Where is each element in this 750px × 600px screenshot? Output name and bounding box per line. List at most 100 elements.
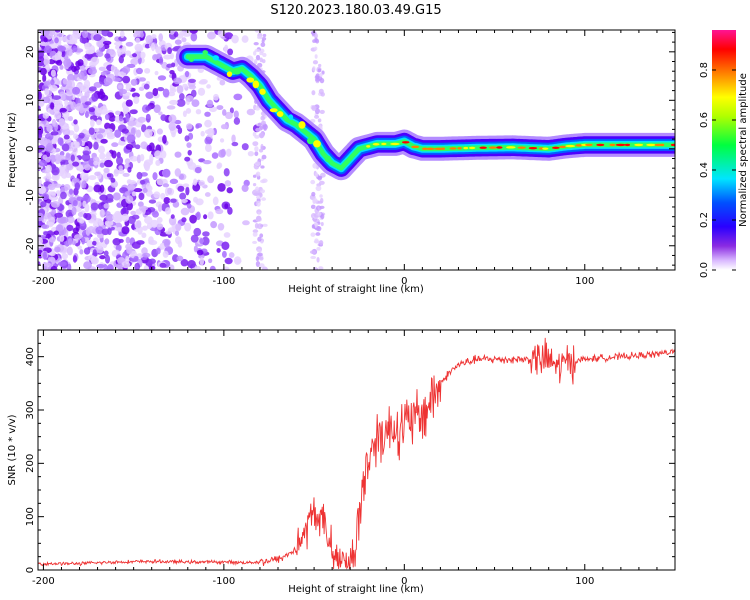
noise-point	[138, 86, 145, 92]
noise-point	[54, 37, 59, 44]
noise-point	[219, 138, 225, 143]
noise-point	[260, 115, 266, 121]
noise-point	[77, 200, 82, 208]
noise-point	[72, 146, 78, 155]
noise-point	[101, 30, 110, 37]
noise-point	[170, 198, 177, 203]
noise-point	[172, 254, 179, 262]
noise-point	[149, 154, 154, 163]
noise-point	[77, 164, 84, 170]
noise-point	[145, 105, 152, 111]
noise-point	[255, 215, 262, 222]
noise-point	[73, 133, 79, 140]
noise-point	[148, 199, 157, 204]
noise-point	[261, 266, 268, 270]
ridge-hotspot	[381, 142, 387, 146]
noise-point	[100, 138, 108, 144]
noise-point	[87, 225, 95, 234]
noise-point	[70, 140, 79, 149]
noise-point	[38, 105, 41, 111]
noise-point	[316, 226, 322, 232]
noise-point	[223, 168, 230, 177]
noise-point	[135, 67, 143, 75]
noise-point	[129, 109, 138, 115]
noise-point	[87, 30, 97, 35]
noise-point	[95, 226, 104, 235]
noise-point	[104, 159, 113, 168]
noise-point	[157, 204, 163, 212]
ridge-hotspot	[646, 143, 656, 147]
noise-point	[116, 262, 123, 270]
ridge-blob	[188, 57, 195, 62]
spectrogram-y-tick-label: -20	[25, 238, 36, 254]
noise-point	[59, 235, 65, 242]
noise-point	[93, 141, 99, 150]
noise-point	[104, 211, 111, 216]
noise-point	[71, 206, 77, 216]
noise-point	[318, 175, 323, 179]
noise-point	[217, 223, 225, 231]
ridge-blob	[212, 55, 219, 61]
noise-point	[314, 108, 320, 115]
noise-point	[103, 167, 110, 173]
noise-point	[212, 196, 219, 206]
noise-point	[120, 88, 128, 95]
noise-point	[88, 86, 97, 92]
noise-point	[58, 33, 63, 38]
colorbar-ticks: 0.0 0.2 0.4 0.6 0.8	[699, 62, 736, 278]
noise-point	[222, 109, 227, 116]
ridge-hotspot	[366, 145, 371, 148]
noise-point	[197, 87, 206, 96]
noise-point	[202, 231, 210, 237]
noise-point	[169, 99, 178, 105]
noise-point	[86, 240, 94, 248]
noise-point	[110, 64, 116, 73]
colorbar-gradient	[712, 30, 736, 270]
noise-point	[141, 124, 147, 133]
ridge-hotspot	[390, 142, 400, 146]
noise-point	[118, 55, 124, 64]
noise-point	[317, 211, 322, 216]
noise-point	[141, 247, 148, 255]
snr-y-tick-label: 100	[25, 507, 36, 526]
spectrogram-y-tick-label: -10	[25, 189, 36, 205]
noise-point	[155, 46, 161, 53]
noise-point	[121, 45, 127, 55]
noise-point	[174, 119, 182, 125]
noise-point	[51, 208, 57, 216]
noise-point	[312, 198, 318, 204]
noise-point	[310, 204, 316, 210]
noise-point	[163, 54, 172, 60]
noise-point	[45, 164, 52, 173]
noise-point	[68, 50, 73, 56]
noise-point	[90, 202, 99, 211]
noise-point	[138, 77, 146, 82]
ridge-hotspot	[489, 146, 497, 149]
noise-point	[257, 122, 263, 126]
noise-point	[145, 91, 154, 99]
noise-point	[169, 30, 175, 35]
noise-point	[185, 123, 193, 130]
noise-point	[204, 111, 211, 117]
noise-point	[93, 34, 102, 41]
noise-point	[259, 233, 264, 238]
noise-point	[201, 236, 210, 246]
noise-point	[261, 154, 267, 160]
noise-point	[246, 108, 255, 116]
noise-point	[158, 111, 163, 116]
ridge-hotspot	[440, 147, 446, 150]
noise-point	[208, 258, 213, 264]
noise-point	[156, 223, 164, 230]
noise-point	[310, 255, 317, 260]
noise-point	[319, 194, 323, 198]
noise-point	[104, 238, 110, 245]
noise-point	[60, 170, 68, 179]
noise-point	[196, 249, 204, 256]
noise-point	[106, 173, 112, 178]
noise-point	[160, 192, 166, 200]
noise-point	[185, 186, 190, 196]
noise-point	[42, 30, 50, 37]
noise-point	[143, 265, 149, 270]
noise-point	[173, 31, 179, 38]
noise-point	[261, 178, 268, 183]
